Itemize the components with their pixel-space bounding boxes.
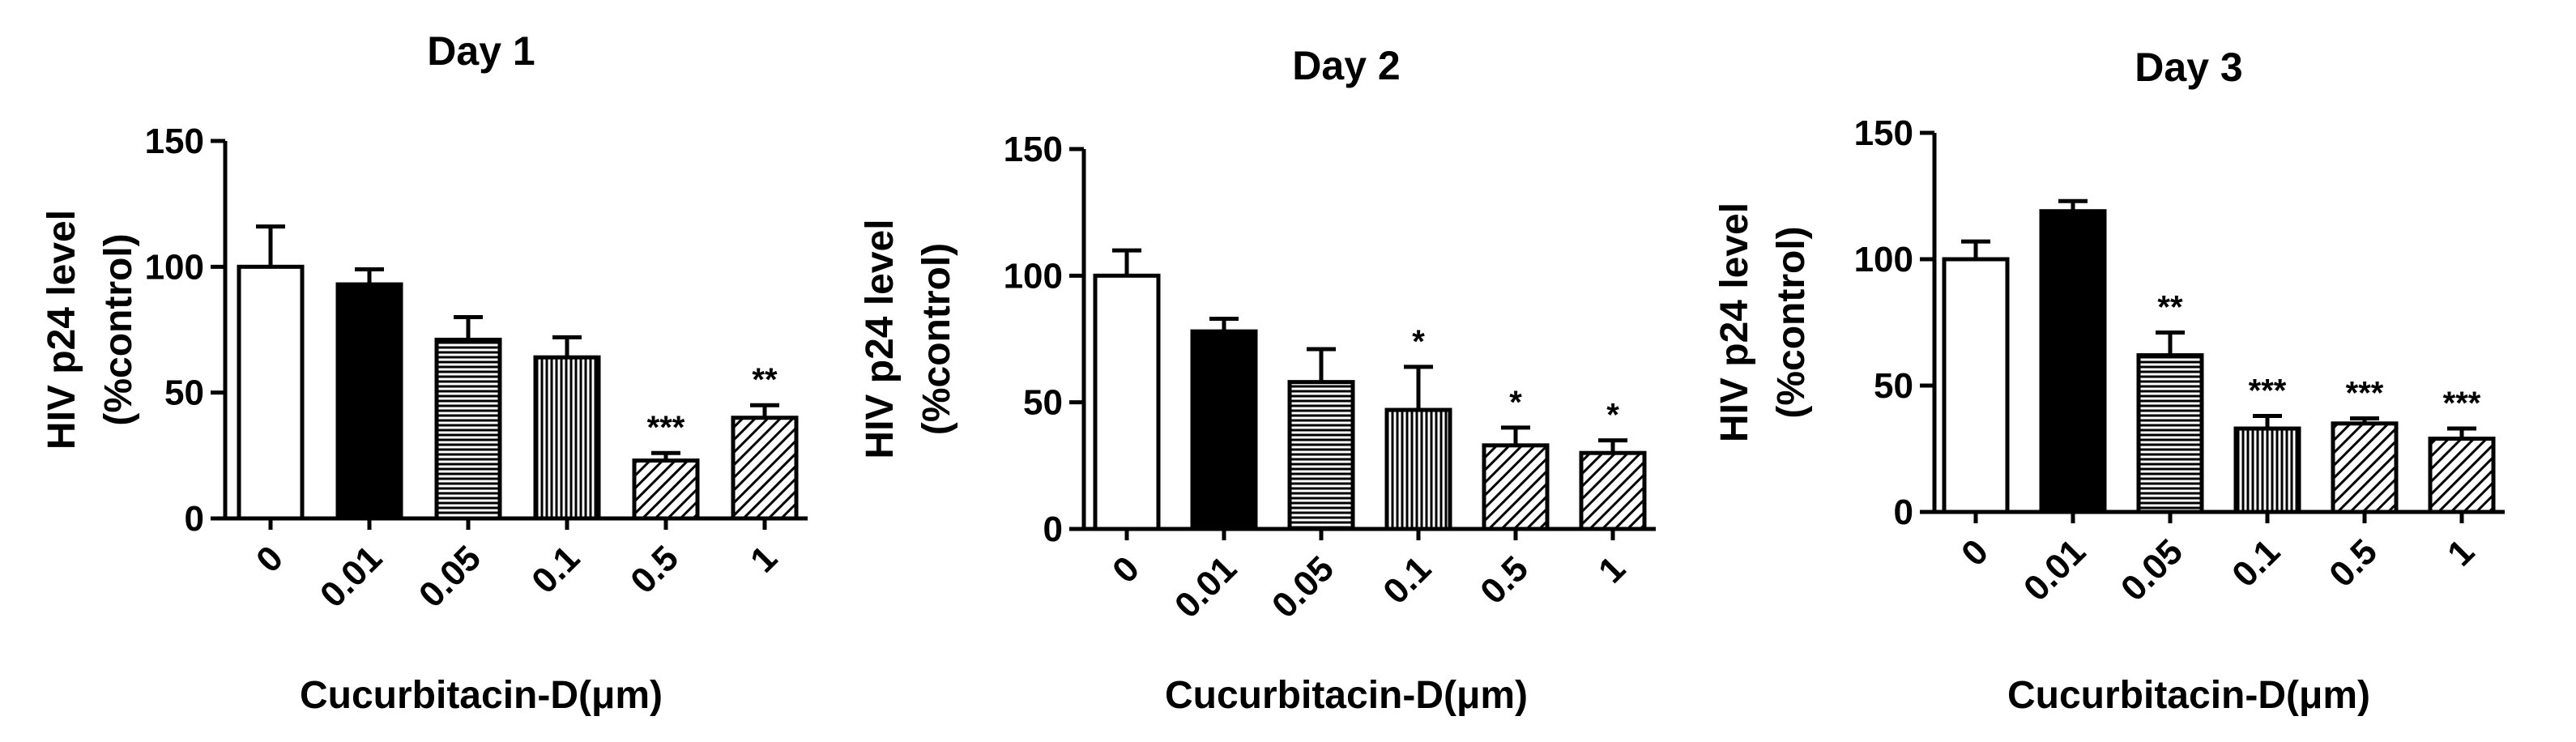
bar xyxy=(1579,450,1647,531)
x-tick-label: 0.1 xyxy=(1375,548,1439,612)
chart-panel-1: Day 1 HIV p24 level (%control) 0 50 100 150 0 0.… xyxy=(41,28,808,717)
x-axis-title: Cucurbitacin-D(μm) xyxy=(300,674,663,717)
y-tick-label: 150 xyxy=(1854,113,1913,153)
x-tick-label: 0.01 xyxy=(2016,531,2093,608)
significance-marker: ** xyxy=(2157,289,2183,325)
bar xyxy=(731,416,799,521)
significance-marker: ** xyxy=(752,362,778,398)
bar xyxy=(434,337,502,521)
x-tick-label: 0.05 xyxy=(1265,548,1341,625)
x-tick-label: 0 xyxy=(1105,548,1147,591)
bar xyxy=(2428,437,2496,514)
chart-panel-3: Day 3 HIV p24 level (%control) 0 50 100 150 0 0.… xyxy=(1713,45,2505,717)
bar xyxy=(2136,353,2204,514)
x-tick-label: 0.1 xyxy=(524,538,587,601)
y-tick-label: 150 xyxy=(1004,130,1063,169)
y-axis-title: HIV p24 level xyxy=(859,219,902,458)
x-tick-label: 0.5 xyxy=(623,538,686,601)
y-tick-label: 50 xyxy=(164,373,204,413)
chart-title: Day 2 xyxy=(1292,43,1400,88)
y-tick-label: 0 xyxy=(185,499,204,539)
y-axis-title-units: (%control) xyxy=(97,233,140,425)
x-tick-label: 0.05 xyxy=(2113,531,2190,608)
significance-marker: *** xyxy=(2346,376,2384,412)
bar xyxy=(335,282,403,521)
bar xyxy=(1942,257,2010,514)
significance-marker: * xyxy=(1412,324,1425,360)
bar xyxy=(1482,443,1550,531)
y-tick-label: 100 xyxy=(1854,240,1913,279)
x-tick-label: 1 xyxy=(743,538,785,580)
y-tick-label: 50 xyxy=(1874,366,1913,406)
x-tick-label: 0 xyxy=(1954,531,1996,574)
x-axis-title: Cucurbitacin-D(μm) xyxy=(2007,674,2370,717)
x-tick-label: 0.01 xyxy=(313,538,390,615)
y-tick-label: 100 xyxy=(145,247,204,287)
bar xyxy=(1093,273,1161,531)
x-tick-label: 0 xyxy=(249,538,291,580)
bar xyxy=(2039,209,2107,514)
bar xyxy=(533,355,601,521)
significance-marker: *** xyxy=(2443,386,2481,421)
chart-title: Day 1 xyxy=(427,28,535,74)
bar xyxy=(237,264,305,521)
bar xyxy=(1384,407,1452,531)
x-tick-label: 0.5 xyxy=(2322,531,2385,595)
significance-marker: * xyxy=(1509,385,1522,420)
chart-panel-2: Day 2 HIV p24 level (%control) 0 50 100 150 0 0.… xyxy=(859,43,1656,717)
y-tick-label: 0 xyxy=(1894,493,1913,532)
x-tick-label: 1 xyxy=(1591,548,1633,591)
y-tick-label: 100 xyxy=(1004,256,1063,296)
bar xyxy=(2331,421,2399,514)
y-axis-title-units: (%control) xyxy=(1770,226,1813,418)
x-tick-label: 0.05 xyxy=(412,538,488,615)
y-tick-label: 0 xyxy=(1043,510,1063,549)
significance-marker: *** xyxy=(2249,373,2287,408)
bar xyxy=(2233,426,2301,514)
y-tick-label: 50 xyxy=(1023,383,1063,423)
x-tick-label: 0.01 xyxy=(1167,548,1244,625)
x-tick-label: 1 xyxy=(2440,531,2482,574)
bar xyxy=(1190,329,1258,531)
bar xyxy=(1287,380,1355,531)
x-tick-label: 0.1 xyxy=(2224,531,2288,595)
significance-marker: * xyxy=(1606,398,1619,433)
y-tick-label: 150 xyxy=(145,122,204,161)
bar xyxy=(632,458,700,521)
x-axis-title: Cucurbitacin-D(μm) xyxy=(1165,674,1528,717)
y-axis-title-units: (%control) xyxy=(915,243,958,435)
y-axis-title: HIV p24 level xyxy=(41,210,83,450)
chart-title: Day 3 xyxy=(2135,45,2242,90)
y-axis-title: HIV p24 level xyxy=(1713,203,1756,442)
x-tick-label: 0.5 xyxy=(1473,548,1536,612)
significance-marker: *** xyxy=(647,410,685,446)
